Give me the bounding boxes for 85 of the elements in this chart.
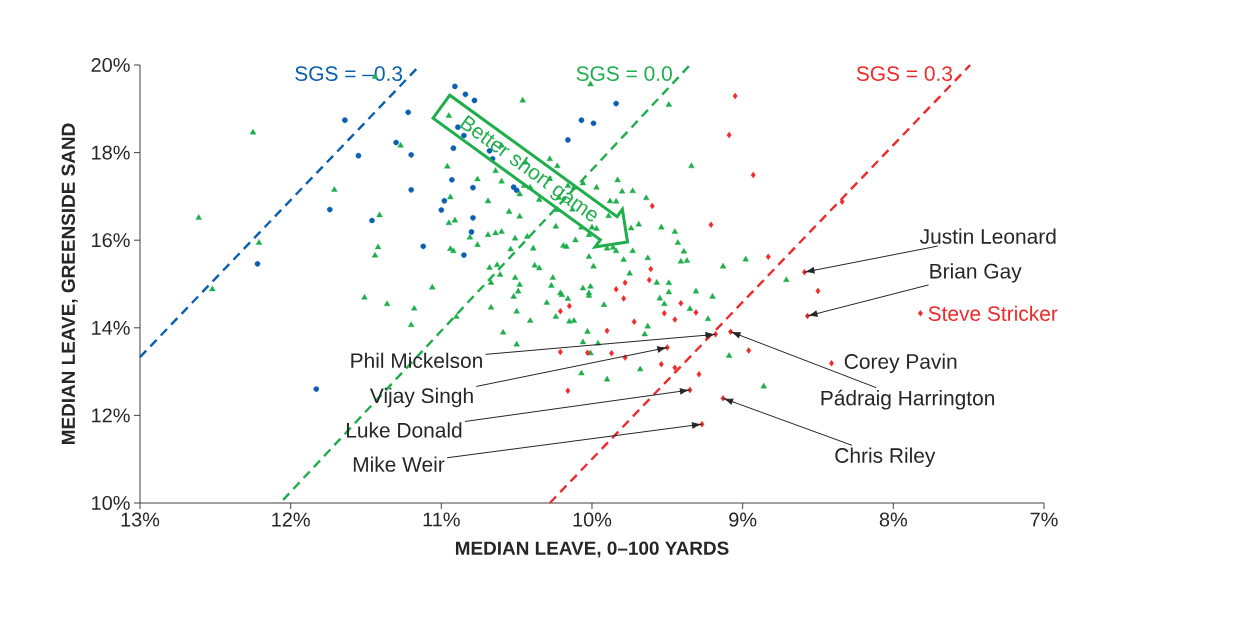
- point: [461, 252, 467, 258]
- series-label: SGS = –0.3: [295, 66, 403, 81]
- y-tick-label: 16%: [92, 233, 130, 248]
- point: [585, 349, 590, 356]
- point: [732, 92, 738, 100]
- point: [369, 217, 375, 224]
- point: [661, 310, 667, 317]
- annotation: Pádraig Harrington: [821, 389, 995, 410]
- point: [604, 327, 610, 335]
- point: [557, 348, 563, 356]
- point: [621, 295, 627, 302]
- point: [452, 83, 458, 90]
- point: [420, 243, 427, 250]
- point: [393, 139, 399, 146]
- point: [462, 91, 469, 98]
- point: [355, 152, 362, 159]
- point: [450, 145, 457, 152]
- point: [405, 109, 411, 116]
- point: [468, 229, 475, 235]
- point: [696, 371, 702, 378]
- annotation: Brian Gay: [930, 263, 1022, 283]
- y-tick-label: 18%: [92, 145, 130, 160]
- y-tick-label: 10%: [92, 495, 130, 511]
- point: [408, 151, 414, 158]
- point: [649, 202, 655, 210]
- point: [557, 307, 563, 315]
- point: [708, 221, 714, 229]
- series-label: SGS = 0.3: [856, 66, 953, 81]
- x-tick-label: 9%: [729, 512, 757, 527]
- annotation: Phil Mickelson: [351, 352, 482, 369]
- point: [839, 198, 845, 205]
- x-tick-label: 10%: [573, 512, 612, 527]
- point: [631, 318, 637, 325]
- point: [613, 286, 619, 293]
- point: [658, 360, 664, 368]
- point: [578, 117, 585, 123]
- point: [750, 171, 756, 179]
- point: [672, 316, 678, 323]
- x-tick-label: 12%: [272, 512, 310, 527]
- x-tick-label: 8%: [879, 512, 908, 527]
- point: [565, 137, 571, 143]
- point: [622, 279, 628, 286]
- point: [918, 310, 923, 317]
- point: [441, 197, 448, 204]
- point: [648, 265, 654, 273]
- x-tick-label: 7%: [1030, 512, 1058, 527]
- point: [254, 261, 261, 267]
- point: [693, 309, 699, 316]
- annotation: Justin Leonard: [919, 228, 1056, 244]
- point: [342, 117, 348, 123]
- y-tick-label: 20%: [91, 57, 130, 73]
- series-label: Steve Stricker: [928, 305, 1058, 322]
- annotation: Corey Pavin: [844, 353, 957, 374]
- point: [327, 206, 333, 213]
- annotation: Vijay Singh: [369, 387, 473, 408]
- point: [590, 120, 597, 127]
- point: [438, 207, 445, 213]
- point: [566, 302, 572, 310]
- point: [565, 387, 571, 395]
- point: [746, 347, 752, 354]
- x-tick-label: 11%: [423, 512, 460, 527]
- point: [613, 100, 619, 107]
- annotation: Chris Riley: [835, 447, 936, 468]
- series-label: SGS = 0.0: [576, 66, 672, 81]
- y-tick-label: 14%: [92, 320, 130, 335]
- point: [765, 253, 771, 261]
- point: [470, 215, 476, 221]
- x-axis-title: MEDIAN LEAVE, 0–100 YARDS: [455, 541, 729, 558]
- point: [449, 176, 455, 183]
- point: [609, 350, 615, 357]
- point: [471, 97, 478, 104]
- point: [672, 364, 678, 371]
- point: [815, 287, 821, 295]
- point: [726, 131, 732, 139]
- point: [678, 300, 684, 307]
- point: [646, 276, 652, 284]
- annotation: Mike Weir: [353, 456, 445, 472]
- y-tick-label: 12%: [92, 408, 130, 423]
- point: [313, 386, 320, 392]
- point: [408, 187, 414, 193]
- point: [829, 360, 835, 367]
- annotation: Luke Donald: [346, 422, 462, 438]
- y-axis-title: MEDIAN LEAVE, GREENSIDE SAND: [61, 123, 78, 444]
- point: [470, 184, 476, 191]
- x-tick-label: 13%: [121, 512, 160, 527]
